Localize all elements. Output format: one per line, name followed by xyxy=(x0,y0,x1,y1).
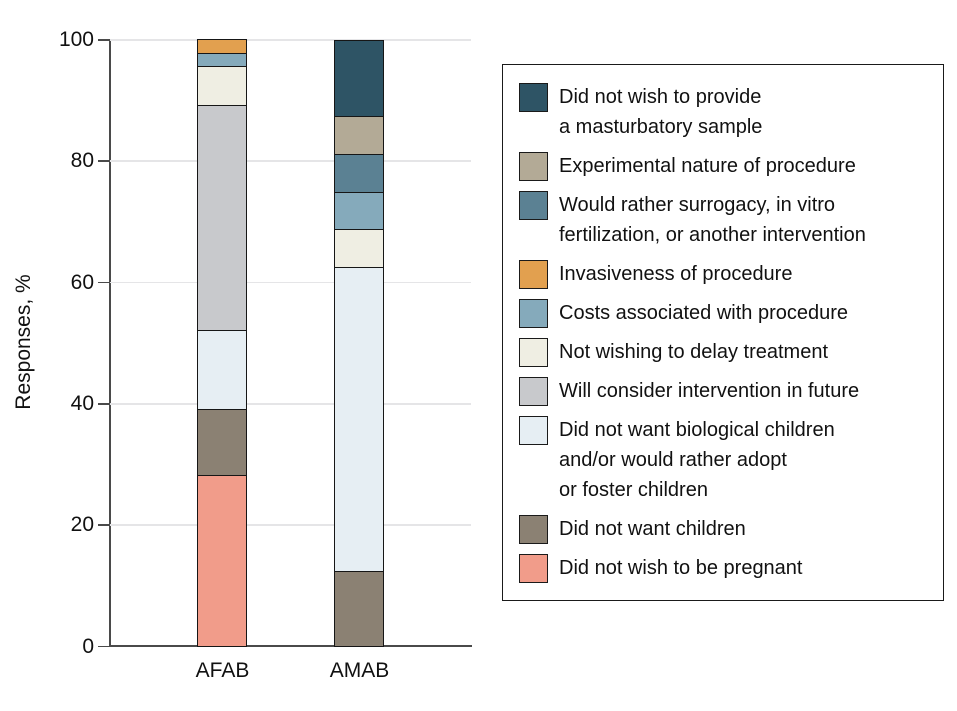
legend-item: Experimental nature of procedure xyxy=(519,151,929,181)
bar-segment xyxy=(334,39,384,117)
legend-item: Did not wish to be pregnant xyxy=(519,553,929,583)
bar-segment xyxy=(334,115,384,155)
bar-afab xyxy=(197,39,247,648)
legend-label: Would rather surrogacy, in vitro fertiliz… xyxy=(559,190,866,250)
legend-label: Did not wish to provide a masturbatory sa… xyxy=(559,82,762,142)
legend-swatch-icon xyxy=(519,191,548,220)
y-tick-mark-100 xyxy=(98,39,110,41)
x-axis-line xyxy=(109,645,472,647)
bar-segment xyxy=(334,570,384,648)
legend-swatch-icon xyxy=(519,416,548,445)
legend-item: Did not want children xyxy=(519,514,929,544)
legend-label-line: Did not want biological children xyxy=(559,419,835,441)
bar-amab xyxy=(334,39,384,648)
legend: Did not wish to provide a masturbatory sa… xyxy=(502,64,944,601)
bar-segment xyxy=(334,229,384,269)
y-tick-label-60: 60 xyxy=(70,270,94,294)
legend-label: Costs associated with procedure xyxy=(559,298,848,328)
bar-segment xyxy=(197,408,247,476)
bar-segment xyxy=(197,65,247,107)
y-tick-label-40: 40 xyxy=(70,391,94,415)
legend-label-line: Not wishing to delay treatment xyxy=(559,341,829,363)
legend-swatch-icon xyxy=(519,554,548,583)
legend-swatch-icon xyxy=(519,260,548,289)
legend-label-line: or foster children xyxy=(559,479,708,501)
legend-swatch-icon xyxy=(519,377,548,406)
legend-swatch-icon xyxy=(519,515,548,544)
y-axis-title: Responses, % xyxy=(12,274,35,410)
bar-segment xyxy=(197,329,247,410)
x-tick-label-afab: AFAB xyxy=(195,659,250,682)
legend-swatch-icon xyxy=(519,152,548,181)
legend-label-line: fertilization, or another intervention xyxy=(559,224,866,246)
y-tick-label-80: 80 xyxy=(70,149,94,173)
legend-label: Experimental nature of procedure xyxy=(559,151,856,181)
legend-item: Did not wish to provide a masturbatory sa… xyxy=(519,82,929,142)
y-tick-mark-20 xyxy=(98,524,110,526)
legend-item: Did not want biological children and/or w… xyxy=(519,415,929,505)
legend-label: Did not wish to be pregnant xyxy=(559,553,803,583)
legend-swatch-icon xyxy=(519,338,548,367)
x-tick-label-amab: AMAB xyxy=(329,659,390,682)
legend-swatch-icon xyxy=(519,83,548,112)
bar-segment xyxy=(334,191,384,231)
legend-label-line: a masturbatory sample xyxy=(559,116,763,138)
x-axis: AFAB AMAB xyxy=(110,659,472,689)
y-tick-mark-0 xyxy=(98,645,110,648)
gridline-100 xyxy=(110,39,471,41)
legend-label: Not wishing to delay treatment xyxy=(559,337,828,367)
legend-label-line: Did not wish to provide xyxy=(559,86,762,108)
y-tick-label-100: 100 xyxy=(58,27,94,51)
bar-segment xyxy=(197,105,247,331)
bar-segment xyxy=(334,153,384,193)
legend-label-line: Did not wish to be pregnant xyxy=(559,557,803,579)
y-axis-line xyxy=(109,40,111,647)
legend-label-line: Will consider intervention in future xyxy=(559,380,860,402)
legend-swatch-icon xyxy=(519,299,548,328)
y-tick-mark-80 xyxy=(98,160,110,162)
gridline-40 xyxy=(110,403,471,405)
legend-label: Did not want biological children and/or w… xyxy=(559,415,835,505)
legend-label-line: Experimental nature of procedure xyxy=(559,155,856,177)
legend-label: Did not want children xyxy=(559,514,746,544)
legend-label-line: Did not want children xyxy=(559,518,746,540)
plot-area xyxy=(110,39,472,648)
y-tick-label-0: 0 xyxy=(82,634,94,658)
y-tick-label-20: 20 xyxy=(70,513,94,537)
bar-segment xyxy=(334,267,384,572)
legend-item: Invasiveness of procedure xyxy=(519,259,929,289)
gridline-20 xyxy=(110,524,471,526)
bar-segment xyxy=(197,52,247,67)
legend-label: Invasiveness of procedure xyxy=(559,259,792,289)
legend-item: Not wishing to delay treatment xyxy=(519,337,929,367)
legend-item: Will consider intervention in future xyxy=(519,376,929,406)
legend-label-line: Invasiveness of procedure xyxy=(559,263,793,285)
bar-segment xyxy=(197,39,247,54)
legend-item: Costs associated with procedure xyxy=(519,298,929,328)
y-tick-mark-40 xyxy=(98,403,110,405)
legend-item: Would rather surrogacy, in vitro fertiliz… xyxy=(519,190,929,250)
legend-label-line: Costs associated with procedure xyxy=(559,302,849,324)
gridline-60 xyxy=(110,281,471,284)
legend-label-line: and/or would rather adopt xyxy=(559,449,787,471)
y-tick-mark-60 xyxy=(98,281,110,284)
legend-label-line: Would rather surrogacy, in vitro xyxy=(559,194,836,216)
bar-segment xyxy=(197,474,247,648)
gridline-80 xyxy=(110,160,471,162)
legend-label: Will consider intervention in future xyxy=(559,376,859,406)
